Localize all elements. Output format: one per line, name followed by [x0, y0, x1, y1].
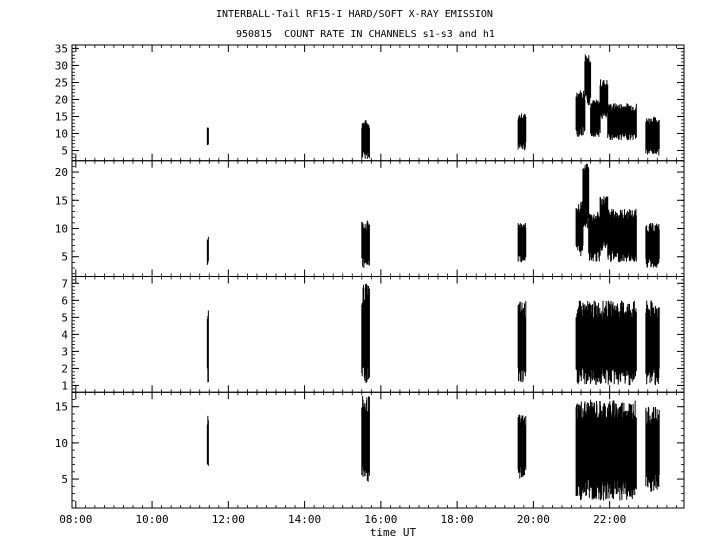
panel-3-data-segment-4 — [575, 300, 637, 386]
panel-3-ytick-label: 2 — [61, 362, 68, 375]
panel-4-data-segment-4 — [575, 399, 637, 501]
panel-2-ytick-label: 20 — [55, 166, 68, 179]
x-tick-label: 18:00 — [441, 513, 474, 526]
panel-3-data-segment-1 — [206, 310, 209, 383]
panel-3-data-segment-3 — [517, 300, 527, 383]
panel-2-data-segment-3 — [517, 222, 527, 263]
panel-4-data-segment-1 — [206, 415, 209, 466]
panel-3-ytick-label: 6 — [61, 294, 68, 307]
panel-3-data-segment-5 — [645, 300, 660, 386]
x-tick-label: 08:00 — [59, 513, 92, 526]
panel-1-data-segment-4 — [575, 90, 586, 137]
panel-2-ytick-label: 10 — [55, 223, 68, 236]
panel-3-data-segment-2 — [361, 283, 370, 384]
panel-3-ytick-label: 5 — [61, 311, 68, 324]
x-tick-label: 14:00 — [288, 513, 321, 526]
panel-2-data-segment-7 — [599, 196, 609, 251]
x-tick-label: 10:00 — [136, 513, 169, 526]
panel-2-data-segment-6 — [588, 211, 601, 262]
x-tick-label: 22:00 — [593, 513, 626, 526]
x-tick-label: 12:00 — [212, 513, 245, 526]
panel-1-ytick-label: 35 — [55, 42, 68, 55]
x-tick-label: 16:00 — [364, 513, 397, 526]
x-axis-label: time UT — [370, 526, 417, 539]
panel-1-data-segment-5 — [584, 54, 592, 106]
panel-4-data-segment-5 — [645, 406, 660, 492]
panel-2-data-segment-4 — [575, 201, 584, 257]
panel-1-data-segment-3 — [517, 113, 527, 151]
panel-4-data-segment-2 — [361, 395, 370, 482]
panel-2-data-segment-8 — [607, 208, 637, 263]
panel-1-data-segment-1 — [206, 127, 209, 145]
panel-4-ytick-label: 15 — [55, 401, 68, 414]
panel-2-ytick-label: 15 — [55, 194, 68, 207]
panel-2-data-segment-5 — [582, 163, 590, 229]
x-tick-label: 20:00 — [517, 513, 550, 526]
panel-2-data-segment-1 — [206, 236, 209, 265]
panel-3-ytick-label: 7 — [61, 277, 68, 290]
panel-2-ytick-label: 5 — [61, 251, 68, 264]
panel-1-ytick-label: 25 — [55, 76, 68, 89]
panel-1-data-segment-2 — [361, 120, 370, 159]
panel-1-data-segment-6 — [590, 99, 601, 137]
panel-1-ytick-label: 10 — [55, 128, 68, 141]
panel-3-ytick-label: 3 — [61, 345, 68, 358]
panel-2-data-segment-9 — [645, 222, 660, 268]
panel-3-ytick-label: 1 — [61, 379, 68, 392]
panel-1-ytick-label: 20 — [55, 93, 68, 106]
chart-subtitle: 950815 COUNT RATE IN CHANNELS s1-s3 and … — [236, 29, 495, 40]
panel-1-data-segment-9 — [645, 116, 660, 156]
panel-4-data-segment-3 — [517, 414, 527, 479]
panel-1-ytick-label: 5 — [61, 145, 68, 158]
panel-4-ytick-label: 5 — [61, 473, 68, 486]
panel-1-ytick-label: 30 — [55, 59, 68, 72]
panel-3-ytick-label: 4 — [61, 328, 68, 341]
panel-1-ytick-label: 15 — [55, 110, 68, 123]
panel-1-data-segment-7 — [599, 79, 609, 120]
chart-title: INTERBALL-Tail RF15-I HARD/SOFT X-RAY EM… — [216, 9, 493, 20]
panel-4-ytick-label: 10 — [55, 437, 68, 450]
panel-1-data-segment-8 — [607, 103, 637, 141]
panel-2-data-segment-2 — [361, 220, 370, 269]
